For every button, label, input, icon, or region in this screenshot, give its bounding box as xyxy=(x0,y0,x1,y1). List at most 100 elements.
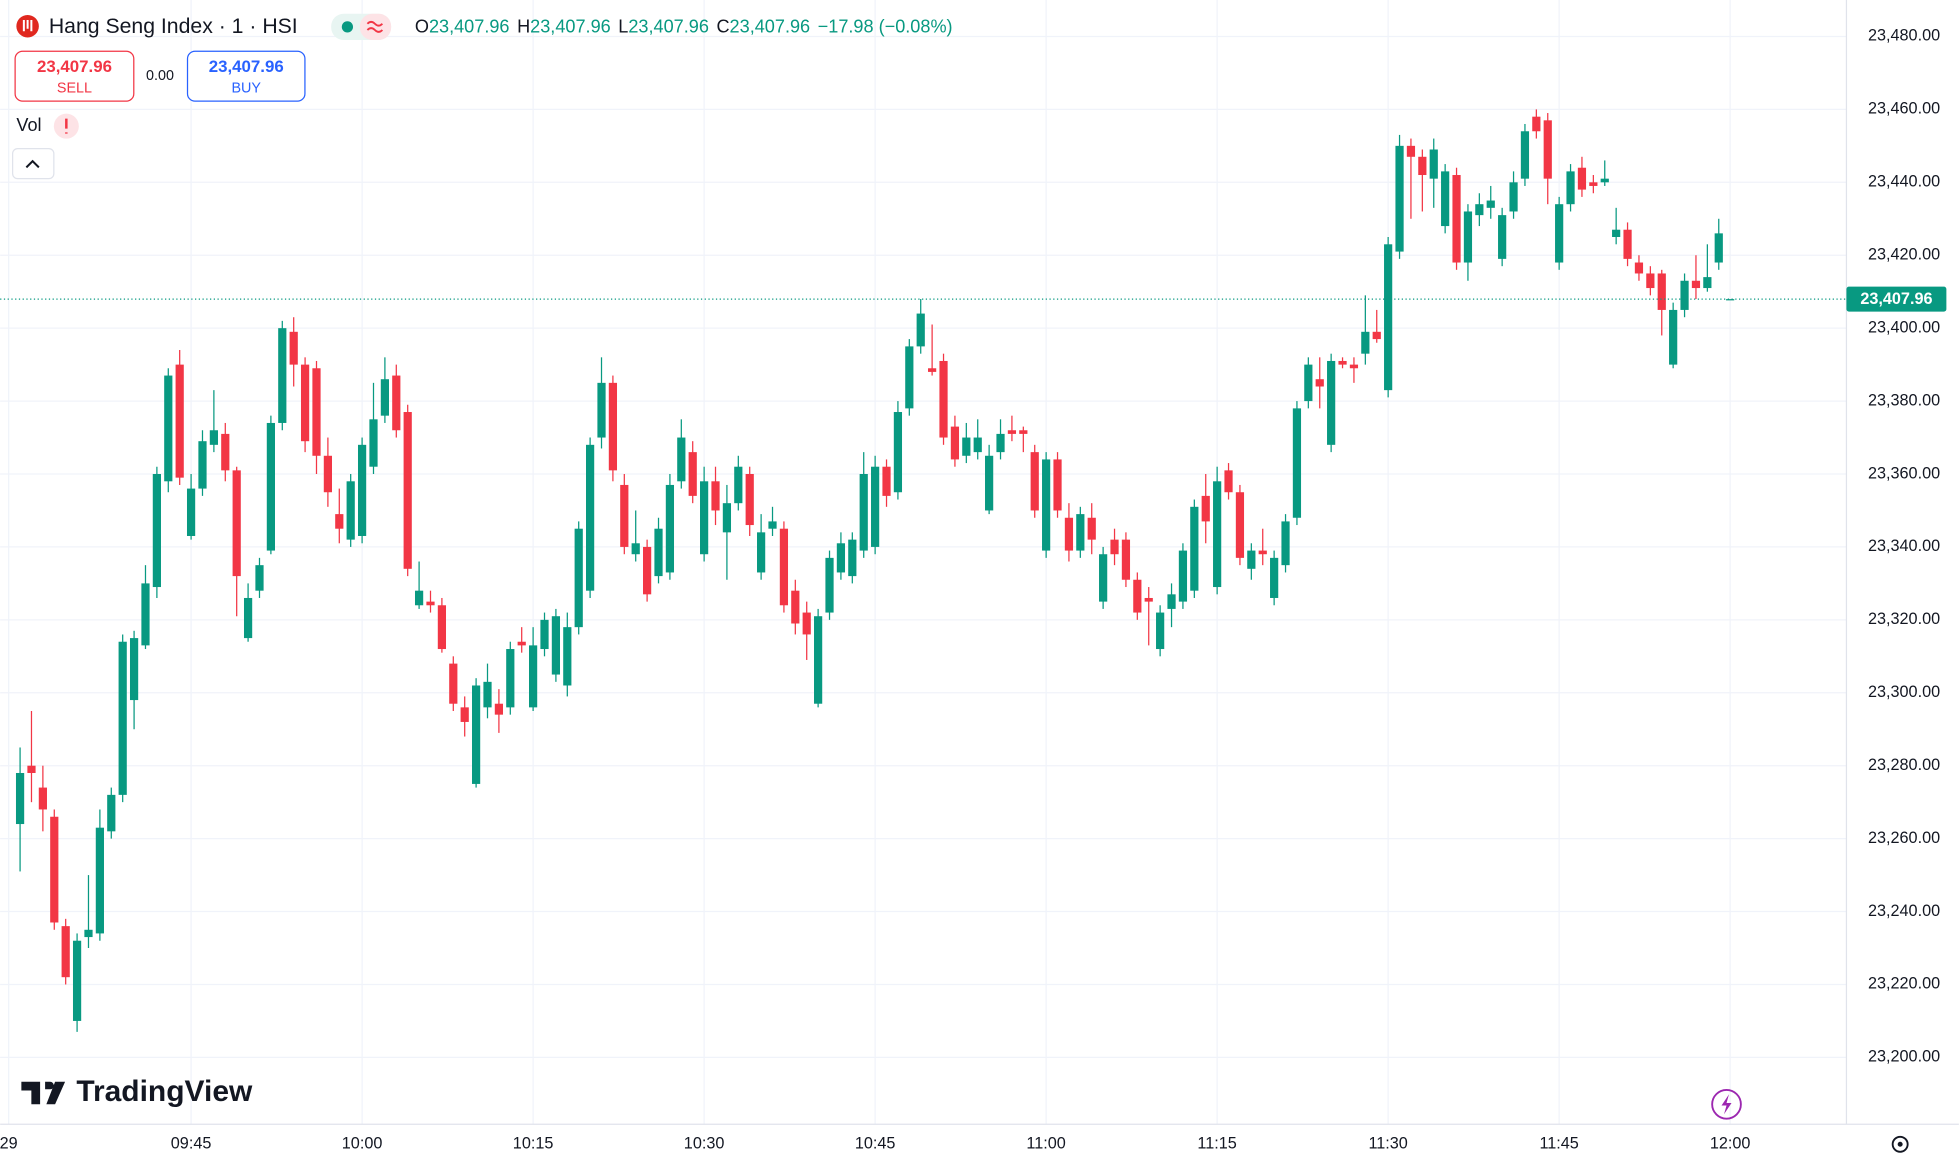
candle-body xyxy=(1087,517,1096,540)
ohlc-label: H xyxy=(517,16,530,36)
collapse-button[interactable] xyxy=(11,148,55,180)
candle-body xyxy=(1384,244,1393,391)
candle-body xyxy=(1726,299,1735,301)
last-price-label: 23,407.96 xyxy=(1860,290,1932,308)
candle-body xyxy=(460,707,469,722)
y-tick-label: 23,320.00 xyxy=(1868,610,1940,628)
candle-body xyxy=(528,645,538,708)
y-tick-label: 23,200.00 xyxy=(1868,1048,1940,1066)
candle-body xyxy=(973,437,982,453)
candle-body xyxy=(1133,579,1142,613)
candle-body xyxy=(1691,280,1701,289)
candle-body xyxy=(1292,408,1302,518)
candle-body xyxy=(392,375,401,431)
candle-body xyxy=(1441,171,1450,227)
candle-body xyxy=(494,703,504,715)
candle-body xyxy=(1623,229,1632,259)
candle-body xyxy=(1144,597,1153,602)
candle-body xyxy=(1042,459,1051,551)
candle-body xyxy=(950,426,960,460)
status-pill-right xyxy=(359,13,392,40)
candle-body xyxy=(437,605,447,650)
candle-body xyxy=(814,616,823,704)
candle-body xyxy=(1703,277,1712,289)
candle-body xyxy=(871,466,880,547)
candle-body xyxy=(209,430,218,445)
change-value: −17.98 (−0.08%) xyxy=(818,16,953,36)
candle-body xyxy=(1099,554,1108,602)
candle-body xyxy=(449,663,458,704)
x-tick-label: 29 xyxy=(0,1135,18,1153)
candle-body xyxy=(221,433,230,471)
buy-label: BUY xyxy=(231,80,261,96)
candle-body xyxy=(654,528,663,577)
candle-body xyxy=(1224,470,1233,493)
y-tick-label: 23,440.00 xyxy=(1868,173,1940,191)
candle-body xyxy=(586,444,595,591)
axes: 23,200.00 23,220.00 23,240.00 23,260.00 23,2… xyxy=(0,27,1947,1153)
ohlc-label: L xyxy=(618,16,628,36)
x-tick-label: 11:15 xyxy=(1197,1135,1236,1153)
candle-body xyxy=(84,929,93,938)
x-tick-label: 10:00 xyxy=(342,1135,383,1153)
collapse-chevron xyxy=(25,159,40,169)
candle-body xyxy=(1680,280,1689,310)
candle-body xyxy=(27,765,36,773)
ohlc-value: 23,407.96 xyxy=(730,16,811,36)
candle-body xyxy=(1213,481,1222,588)
ohlc-label: C xyxy=(716,16,729,36)
candle-body xyxy=(289,331,298,365)
x-tick-label: 12:00 xyxy=(1710,1135,1751,1153)
candle-body xyxy=(893,412,903,493)
y-tick-label: 23,380.00 xyxy=(1868,391,1940,409)
x-tick-label: 11:00 xyxy=(1026,1135,1065,1153)
candle-body xyxy=(722,503,732,533)
candle-body xyxy=(779,528,789,606)
candle-body xyxy=(905,346,914,409)
candle-body xyxy=(768,521,777,529)
candle-body xyxy=(882,466,891,496)
candle-body xyxy=(198,441,207,489)
candle-body xyxy=(996,433,1005,453)
x-tick-label: 10:45 xyxy=(855,1135,896,1153)
candle-body xyxy=(118,641,127,795)
candle-body xyxy=(38,787,47,810)
sell-button[interactable] xyxy=(14,50,135,102)
candle-body xyxy=(50,816,59,923)
candle-body xyxy=(1315,379,1324,387)
volume-label[interactable]: Vol xyxy=(16,115,41,135)
x-tick-label: 09:45 xyxy=(171,1135,212,1153)
candle-body xyxy=(61,926,70,978)
candle-body xyxy=(129,638,139,701)
candle-body xyxy=(859,474,868,551)
candle-body xyxy=(517,641,526,646)
candle-body xyxy=(1429,149,1438,179)
candle-body xyxy=(540,619,549,650)
candle-body xyxy=(15,772,25,825)
x-tick-label: 10:15 xyxy=(513,1135,554,1153)
buy-button[interactable] xyxy=(186,50,306,102)
candle-body xyxy=(1178,550,1188,602)
candle-body xyxy=(1543,120,1552,179)
candle-body xyxy=(1657,273,1666,310)
alert-icon[interactable] xyxy=(1711,1088,1742,1120)
candle-body xyxy=(1304,364,1313,402)
y-tick-label: 23,420.00 xyxy=(1868,246,1940,264)
candle-body xyxy=(278,328,287,423)
settings-icon[interactable] xyxy=(1891,1135,1909,1153)
candle-body xyxy=(574,528,583,628)
ohlc-legend: O23,407.96 H23,407.96 L23,407.96 C23,407… xyxy=(415,16,953,36)
brand-name[interactable]: TradingView xyxy=(76,1075,253,1108)
candle-body xyxy=(1201,495,1210,522)
candle-body xyxy=(1281,521,1290,566)
candle-body xyxy=(141,583,150,646)
candle-body xyxy=(107,794,116,832)
x-tick-label: 11:30 xyxy=(1368,1135,1407,1153)
candle-body xyxy=(483,681,492,708)
symbol-title[interactable]: Hang Seng Index · 1 · HSI xyxy=(49,15,298,38)
candle-body xyxy=(1555,204,1564,263)
candle-body xyxy=(700,481,709,555)
y-tick-label: 23,260.00 xyxy=(1868,829,1940,847)
candle-body xyxy=(836,543,846,573)
